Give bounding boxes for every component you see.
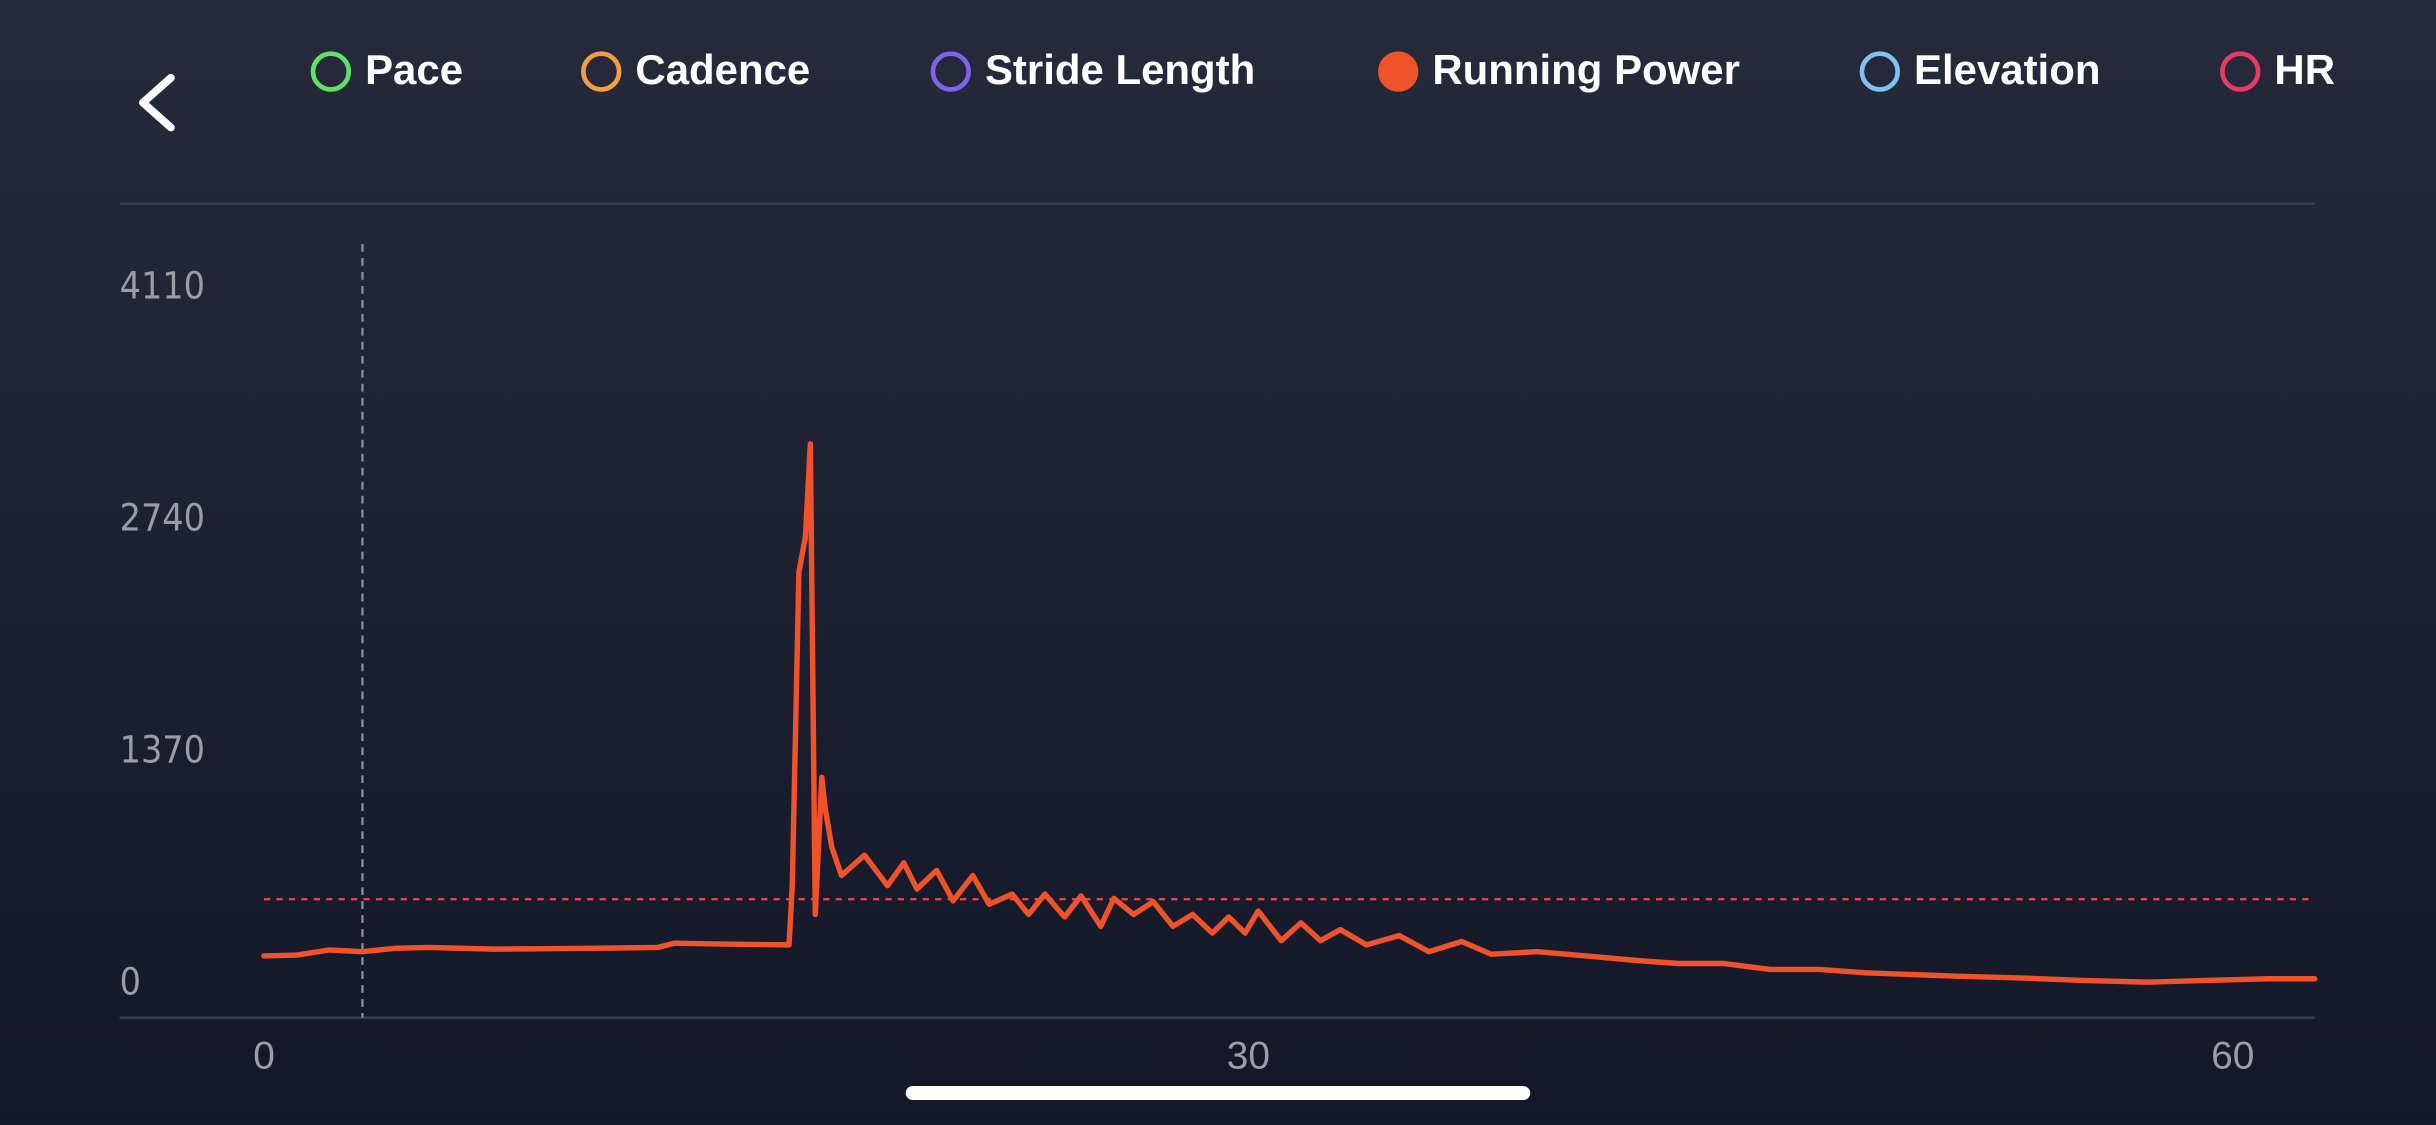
legend-marker — [1859, 51, 1901, 92]
legend-item[interactable]: Running Power — [1378, 46, 1740, 93]
data-line — [261, 441, 2318, 985]
x-tick-label: 60 — [2211, 1034, 2254, 1077]
legend-label: Stride Length — [985, 46, 1255, 93]
legend-item[interactable]: Stride Length — [930, 46, 1255, 93]
x-tick-label: 30 — [1227, 1034, 1270, 1077]
legend-item[interactable]: Pace — [310, 46, 463, 93]
legend-marker — [1378, 51, 1419, 92]
legend-label: Pace — [365, 46, 463, 93]
legend-marker — [930, 51, 971, 92]
legend-marker — [310, 51, 352, 92]
legend-item[interactable]: HR — [2220, 46, 2335, 93]
legend-label: Cadence — [635, 46, 810, 93]
legend-marker — [2220, 51, 2261, 92]
legend-label: HR — [2274, 46, 2335, 93]
legend-label: Elevation — [1914, 46, 2100, 93]
y-tick-label: 0 — [120, 959, 141, 1003]
legend-label: Running Power — [1432, 46, 1740, 93]
y-tick-label: 4110 — [120, 264, 205, 308]
legend-marker — [581, 51, 622, 92]
home-indicator — [905, 1086, 1531, 1101]
x-tick-label: 0 — [253, 1034, 275, 1077]
y-tick-label: 2740 — [120, 495, 205, 539]
legend-item[interactable]: Elevation — [1859, 46, 2100, 93]
legend-item[interactable]: Cadence — [581, 46, 810, 93]
back-button[interactable] — [139, 73, 175, 132]
y-tick-label: 1370 — [120, 727, 205, 771]
